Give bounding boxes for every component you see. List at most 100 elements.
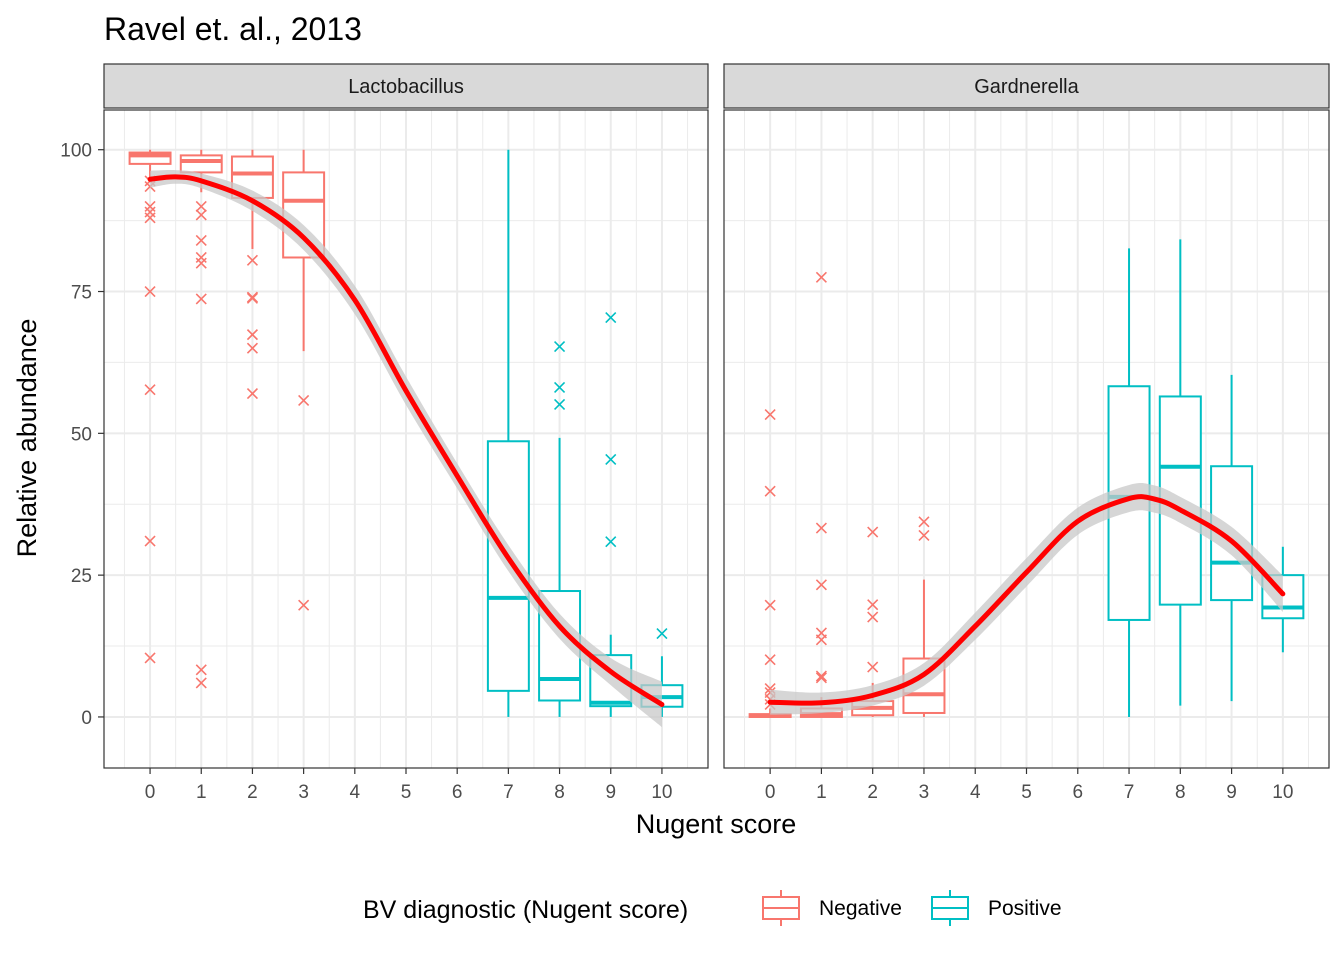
outlier-point xyxy=(656,627,668,640)
outlier-stroke xyxy=(815,670,827,682)
outlier-stroke xyxy=(195,664,207,676)
outlier-point xyxy=(144,535,156,547)
outlier-stroke xyxy=(195,209,207,221)
smooth-trend-line xyxy=(767,494,1286,706)
outlier-stroke xyxy=(144,652,156,664)
legend-items: Negative Positive xyxy=(762,890,1062,926)
grid-lines xyxy=(724,110,1329,768)
outlier-point xyxy=(553,398,566,410)
outlier-point xyxy=(815,670,827,682)
outlier-stroke xyxy=(144,285,156,298)
outlier-stroke xyxy=(867,599,879,611)
outlier-stroke xyxy=(246,292,259,304)
outlier-point xyxy=(867,661,879,673)
outlier-point xyxy=(764,485,776,497)
outlier-stroke xyxy=(195,677,207,689)
outlier-stroke xyxy=(764,683,776,695)
outlier-point xyxy=(764,654,776,666)
outlier-point xyxy=(764,599,776,611)
outlier-stroke xyxy=(656,627,668,640)
outlier-stroke xyxy=(195,200,207,212)
outlier-stroke xyxy=(815,522,827,534)
x-tick-label: 0 xyxy=(765,782,776,803)
x-tick-label: 6 xyxy=(452,782,463,803)
outlier-stroke xyxy=(195,234,207,247)
outlier-point xyxy=(815,634,827,646)
outlier-point xyxy=(605,453,617,465)
outlier-point xyxy=(144,652,156,664)
outlier-point xyxy=(867,526,879,538)
outlier-point xyxy=(918,529,930,541)
outlier-stroke xyxy=(246,329,259,341)
x-tick-label: 5 xyxy=(1021,782,1032,803)
outlier-point xyxy=(918,516,930,528)
outlier-point xyxy=(195,677,207,689)
outlier-stroke xyxy=(246,388,259,400)
outlier-point xyxy=(815,579,827,591)
outlier-point xyxy=(144,212,156,224)
x-tick-label: 1 xyxy=(816,782,827,803)
outlier-point xyxy=(298,599,310,611)
chart-title: Ravel et. al., 2013 xyxy=(104,11,362,47)
outlier-stroke xyxy=(553,398,566,410)
outlier-stroke xyxy=(764,654,776,666)
outlier-stroke xyxy=(764,599,776,611)
outlier-point xyxy=(144,285,156,298)
outlier-stroke xyxy=(764,409,776,421)
outlier-point xyxy=(195,664,207,676)
y-tick-label: 25 xyxy=(71,566,92,587)
outlier-stroke xyxy=(144,212,156,224)
outlier-point xyxy=(246,329,259,341)
x-tick-label: 7 xyxy=(503,782,514,803)
x-tick-label: 2 xyxy=(247,782,258,803)
outlier-point xyxy=(553,340,566,353)
x-tick-label: 10 xyxy=(1272,782,1293,803)
outlier-stroke xyxy=(605,453,617,465)
y-tick-label: 75 xyxy=(71,283,92,304)
outlier-stroke xyxy=(246,342,259,354)
outlier-point xyxy=(246,254,259,266)
outlier-stroke xyxy=(298,394,310,406)
x-tick-label: 4 xyxy=(350,782,361,803)
facet-strip xyxy=(723,63,1330,109)
x-axis-label: Nugent score xyxy=(636,809,797,839)
x-tick-label: 8 xyxy=(1175,782,1186,803)
facet-strip-label: Lactobacillus xyxy=(348,76,464,98)
outlier-point xyxy=(867,599,879,611)
x-tick-label: 5 xyxy=(401,782,412,803)
outlier-stroke xyxy=(815,579,827,591)
outlier-stroke xyxy=(815,634,827,646)
legend-item-label: Negative xyxy=(819,897,902,920)
legend-item-label: Positive xyxy=(988,897,1062,920)
outlier-point xyxy=(195,234,207,247)
outlier-stroke xyxy=(553,340,566,353)
outlier-stroke xyxy=(867,661,879,673)
outlier-point xyxy=(553,381,566,393)
grid-lines xyxy=(104,110,708,768)
outlier-stroke xyxy=(605,536,617,548)
x-tick-label: 3 xyxy=(298,782,309,803)
outlier-point xyxy=(298,394,310,406)
outlier-point xyxy=(195,209,207,221)
smooth-confidence-ribbon xyxy=(150,169,662,728)
outlier-point xyxy=(246,342,259,354)
outlier-stroke xyxy=(918,516,930,528)
outlier-point xyxy=(195,257,207,269)
box-iqr xyxy=(179,154,223,174)
outlier-stroke xyxy=(764,485,776,497)
box-iqr xyxy=(128,151,172,165)
x-tick-label: 4 xyxy=(970,782,981,803)
outlier-point xyxy=(815,672,827,684)
y-tick-label: 0 xyxy=(81,708,92,729)
outlier-point xyxy=(144,384,156,396)
outlier-point xyxy=(195,200,207,212)
outlier-point xyxy=(605,536,617,548)
x-tick-label: 2 xyxy=(867,782,878,803)
y-tick-label: 100 xyxy=(60,141,92,162)
y-axis-label: Relative abundance xyxy=(12,319,42,558)
outlier-stroke xyxy=(918,529,930,541)
x-tick-label: 9 xyxy=(1226,782,1237,803)
x-tick-label: 7 xyxy=(1124,782,1135,803)
legend-item-positive: Positive xyxy=(931,890,1062,926)
